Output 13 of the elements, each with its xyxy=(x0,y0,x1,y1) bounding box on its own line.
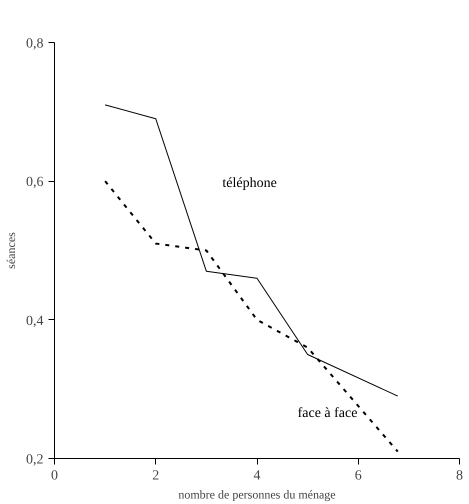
y-tick-label: 0,2 xyxy=(26,452,44,468)
series-label: face à face xyxy=(298,406,358,422)
x-tick-label: 8 xyxy=(456,468,463,484)
x-tick-label: 4 xyxy=(254,468,260,484)
y-axis-title: séances xyxy=(4,232,18,269)
y-tick-label: 0,6 xyxy=(26,175,44,190)
x-tick-label: 6 xyxy=(354,468,362,484)
y-tick-label: 0,8 xyxy=(26,36,44,52)
x-tick-label: 2 xyxy=(152,468,160,484)
y-tick-label: 0,4 xyxy=(26,314,44,329)
x-axis-title: nombre de personnes du ménage xyxy=(178,488,336,502)
x-tick-label: 0 xyxy=(51,468,58,484)
text: téléphone xyxy=(222,176,277,191)
